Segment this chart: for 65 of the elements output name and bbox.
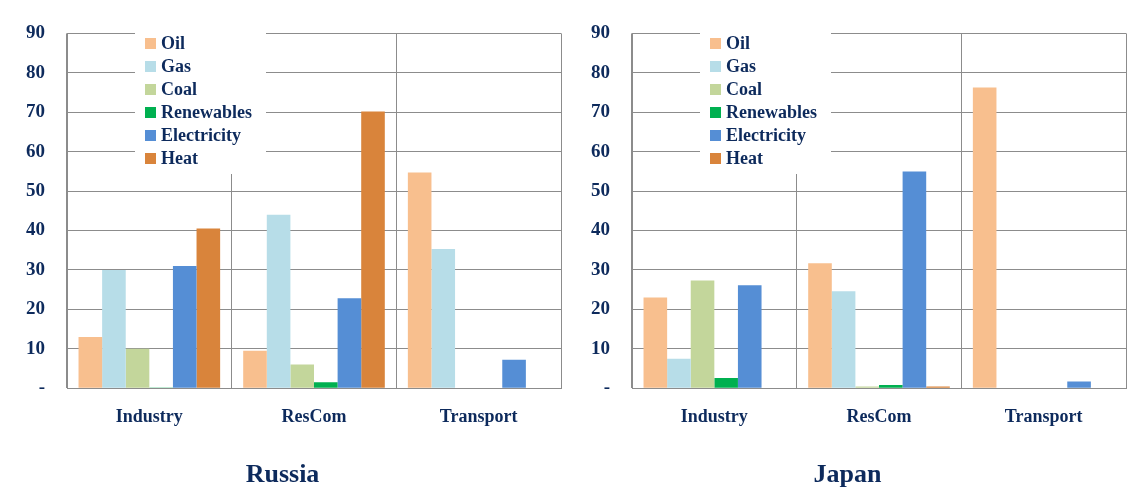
text: Japan (813, 459, 882, 489)
legend-label: Heat (726, 147, 763, 170)
y-tick-label: 50 (26, 179, 45, 200)
bar (337, 298, 362, 388)
bar (314, 382, 338, 388)
bar (808, 263, 832, 388)
y-tick-label: 80 (591, 60, 610, 82)
legend-label: Oil (726, 32, 751, 55)
y-tick-label: 90 (591, 21, 610, 43)
bar (1067, 381, 1091, 388)
y-tick-label: 60 (26, 139, 45, 161)
legend-label: Renewables (726, 101, 817, 124)
bar (667, 358, 691, 388)
y-tick-label: - (38, 376, 45, 398)
legend-label: Electricity (726, 124, 806, 147)
legend-label: Gas (161, 55, 192, 78)
bar (431, 249, 456, 388)
bar (643, 297, 668, 388)
x-tick-label: ResCom (846, 405, 912, 426)
legend-label: Coal (161, 78, 197, 101)
x-tick-label: Transport (439, 405, 518, 426)
y-tick-label: 60 (591, 139, 610, 161)
y-tick-label: 90 (26, 21, 45, 43)
bar (831, 291, 856, 388)
y-tick-label: 10 (591, 336, 610, 358)
x-tick-label: Transport (1004, 405, 1083, 426)
bar (172, 265, 197, 388)
bar (361, 111, 385, 388)
bar (972, 87, 997, 388)
legend-label: Gas (726, 55, 757, 78)
y-tick-label: 30 (591, 257, 610, 279)
x-tick-label: ResCom (281, 405, 347, 426)
y-tick-label: 70 (26, 100, 45, 122)
y-tick-label: 70 (591, 100, 610, 122)
legend-label: Oil (161, 32, 186, 55)
bar (902, 171, 927, 388)
y-tick-label: 50 (591, 179, 610, 200)
y-tick-label: - (603, 376, 610, 398)
bar (125, 348, 150, 388)
bar (78, 336, 103, 388)
y-tick-label: 80 (26, 60, 45, 82)
x-tick-label: Industry (115, 405, 183, 426)
legend-label: Renewables (161, 101, 252, 124)
bar (502, 359, 526, 388)
bar (690, 280, 715, 388)
bar (290, 364, 314, 388)
bar (879, 385, 903, 388)
y-tick-label: 20 (591, 297, 610, 319)
bar (243, 350, 267, 388)
bar (102, 269, 126, 388)
y-tick-label: 40 (591, 218, 610, 240)
x-tick-label: Industry (680, 405, 748, 426)
y-tick-label: 40 (26, 218, 45, 240)
legend-label: Coal (726, 78, 762, 101)
bar (196, 228, 221, 388)
legend-label: Heat (161, 147, 198, 170)
y-tick-label: 30 (26, 257, 45, 279)
bar (266, 214, 291, 388)
bar (714, 377, 738, 388)
y-tick-label: 20 (26, 297, 45, 319)
bar (737, 285, 762, 388)
bar (407, 172, 432, 388)
y-tick-label: 10 (26, 336, 45, 358)
text: Russia (245, 459, 320, 489)
legend-label: Electricity (161, 124, 241, 147)
